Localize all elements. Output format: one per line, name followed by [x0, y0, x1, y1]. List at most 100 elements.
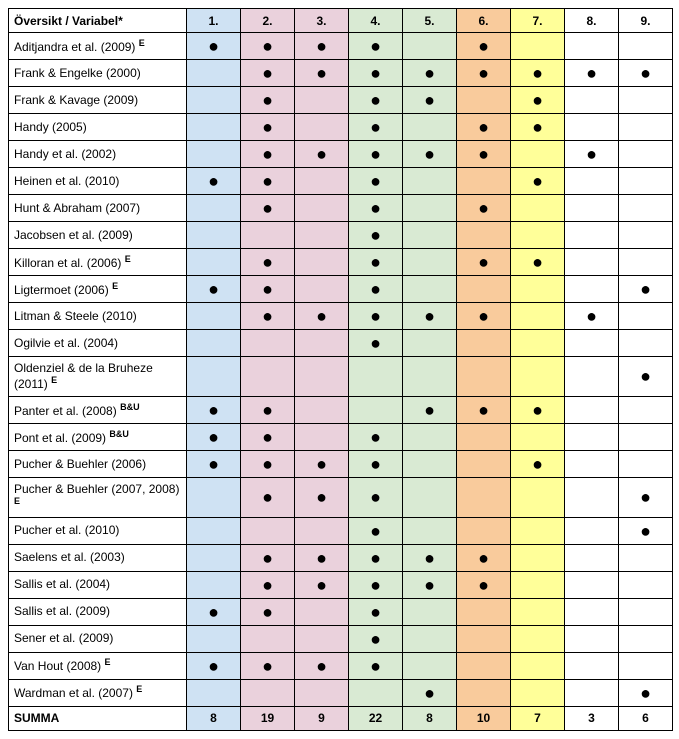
table-row: Saelens et al. (2003)●●●●●	[9, 544, 673, 571]
data-cell	[403, 477, 457, 517]
data-cell: ●	[349, 477, 403, 517]
data-cell	[349, 679, 403, 706]
row-citation: Heinen et al. (2010)	[14, 174, 119, 188]
data-cell: ●	[349, 168, 403, 195]
table-row: Litman & Steele (2010)●●●●●●	[9, 303, 673, 330]
header-col-5: 5.	[403, 9, 457, 33]
data-cell	[511, 330, 565, 357]
data-cell	[619, 87, 673, 114]
header-col-2: 2.	[241, 9, 295, 33]
data-cell	[241, 222, 295, 249]
data-cell	[187, 303, 241, 330]
data-cell	[187, 114, 241, 141]
row-label: Heinen et al. (2010)	[9, 168, 187, 195]
data-cell: ●	[403, 60, 457, 87]
data-cell	[565, 168, 619, 195]
data-cell: ●	[349, 60, 403, 87]
data-cell: ●	[295, 33, 349, 60]
row-citation: Sallis et al. (2009)	[14, 604, 110, 618]
table-row: Killoran et al. (2006) E●●●●	[9, 249, 673, 276]
row-citation: Frank & Engelke (2000)	[14, 66, 141, 80]
data-cell	[187, 222, 241, 249]
data-cell	[295, 423, 349, 450]
data-cell: ●	[349, 87, 403, 114]
row-label: Jacobsen et al. (2009)	[9, 222, 187, 249]
row-citation: Panter et al. (2008)	[14, 404, 117, 418]
data-cell	[619, 396, 673, 423]
data-cell: ●	[457, 114, 511, 141]
data-cell: ●	[619, 477, 673, 517]
data-cell	[295, 168, 349, 195]
row-citation: Pucher & Buehler (2007, 2008)	[14, 482, 179, 496]
data-cell: ●	[457, 141, 511, 168]
data-cell	[187, 249, 241, 276]
data-cell	[187, 679, 241, 706]
data-cell: ●	[403, 544, 457, 571]
table-row: Sallis et al. (2009)●●●	[9, 598, 673, 625]
data-cell	[565, 114, 619, 141]
data-cell: ●	[241, 276, 295, 303]
data-cell: ●	[511, 87, 565, 114]
data-cell	[565, 423, 619, 450]
row-label: Pucher & Buehler (2007, 2008) E	[9, 477, 187, 517]
data-cell	[619, 114, 673, 141]
row-label: Aditjandra et al. (2009) E	[9, 33, 187, 60]
row-label: Ligtermoet (2006) E	[9, 276, 187, 303]
data-cell: ●	[349, 141, 403, 168]
data-cell	[511, 571, 565, 598]
data-cell: ●	[457, 33, 511, 60]
row-citation: Handy (2005)	[14, 120, 87, 134]
sum-cell-4: 22	[349, 706, 403, 730]
table-header-row: Översikt / Variabel*1.2.3.4.5.6.7.8.9.	[9, 9, 673, 33]
data-cell: ●	[241, 544, 295, 571]
data-cell	[187, 544, 241, 571]
data-cell: ●	[511, 114, 565, 141]
table-row: Handy et al. (2002)●●●●●●	[9, 141, 673, 168]
data-cell	[403, 423, 457, 450]
data-cell	[565, 276, 619, 303]
data-cell	[511, 517, 565, 544]
table-row: Frank & Kavage (2009)●●●●	[9, 87, 673, 114]
data-cell	[187, 357, 241, 397]
data-cell	[295, 396, 349, 423]
data-cell	[457, 517, 511, 544]
data-cell: ●	[241, 571, 295, 598]
row-note-sup: B&U	[109, 429, 129, 439]
table-row: Panter et al. (2008) B&U●●●●●	[9, 396, 673, 423]
data-cell: ●	[295, 60, 349, 87]
data-cell: ●	[241, 141, 295, 168]
data-cell	[511, 423, 565, 450]
sum-cell-6: 10	[457, 706, 511, 730]
data-cell: ●	[349, 195, 403, 222]
data-cell	[511, 33, 565, 60]
data-cell: ●	[403, 141, 457, 168]
data-cell: ●	[349, 114, 403, 141]
row-citation: Sener et al. (2009)	[14, 631, 113, 645]
data-cell	[187, 625, 241, 652]
row-citation: Pont et al. (2009)	[14, 431, 106, 445]
data-cell: ●	[457, 571, 511, 598]
data-cell	[457, 679, 511, 706]
row-label: Frank & Kavage (2009)	[9, 87, 187, 114]
data-cell	[349, 396, 403, 423]
data-cell	[619, 625, 673, 652]
header-col-7: 7.	[511, 9, 565, 33]
data-cell: ●	[457, 195, 511, 222]
data-cell: ●	[241, 33, 295, 60]
data-cell	[403, 114, 457, 141]
data-cell: ●	[403, 396, 457, 423]
data-cell: ●	[241, 303, 295, 330]
data-cell: ●	[295, 477, 349, 517]
table-row: Ligtermoet (2006) E●●●●	[9, 276, 673, 303]
data-cell: ●	[187, 396, 241, 423]
header-col-6: 6.	[457, 9, 511, 33]
row-note-sup: E	[136, 684, 142, 694]
data-cell: ●	[403, 87, 457, 114]
table-row: Oldenziel & de la Bruheze (2011) E●	[9, 357, 673, 397]
table-row: Pucher et al. (2010)●●	[9, 517, 673, 544]
data-cell	[187, 330, 241, 357]
data-cell	[457, 222, 511, 249]
row-note-sup: E	[14, 496, 20, 506]
data-cell	[619, 249, 673, 276]
data-cell	[565, 396, 619, 423]
